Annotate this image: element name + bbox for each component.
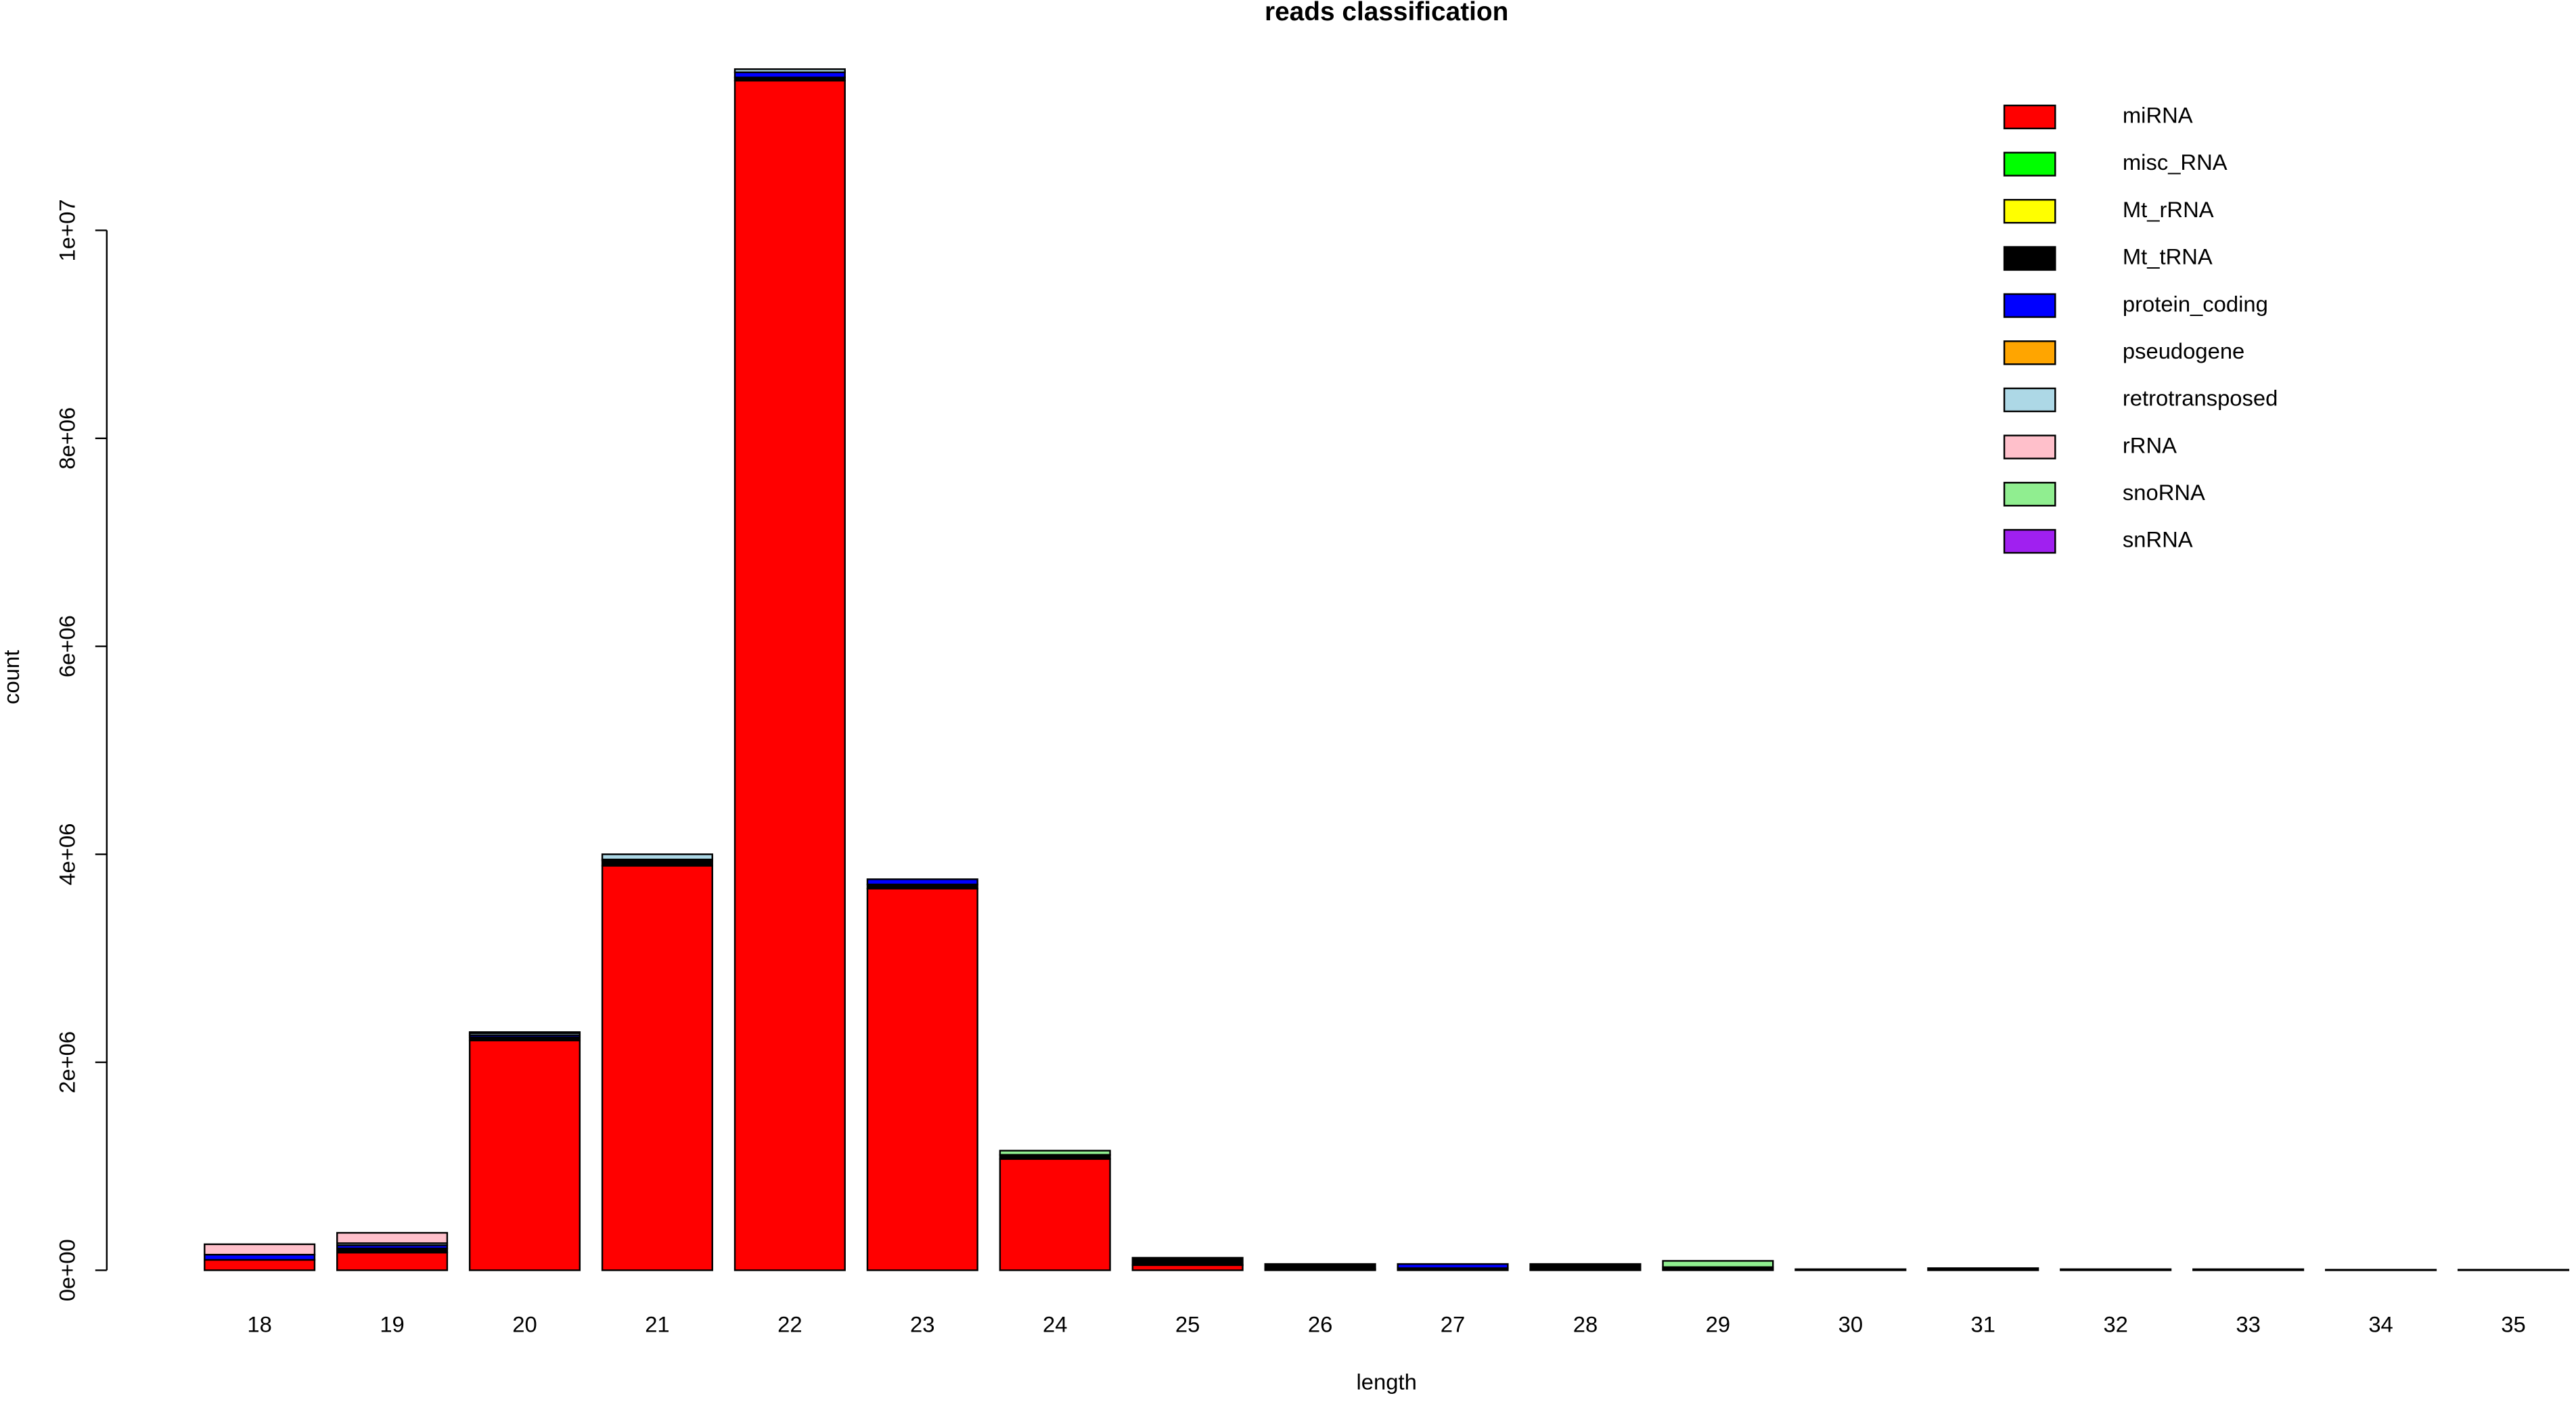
bar-segment [999, 1158, 1111, 1271]
legend-swatch [2003, 293, 2056, 318]
bar-segment [1794, 1268, 1907, 1271]
x-tick-label: 29 [1706, 1311, 1730, 1336]
bar-segment [1927, 1267, 2039, 1271]
x-tick-label: 20 [512, 1311, 537, 1336]
bar-segment [468, 1031, 581, 1035]
legend-swatch [2003, 528, 2056, 554]
legend-swatch [2003, 482, 2056, 507]
chart-title: reads classification [1265, 0, 1508, 26]
bar-segment [866, 878, 978, 886]
x-tick-label: 19 [380, 1311, 404, 1336]
legend-swatch [2003, 340, 2056, 365]
bar-segment [733, 79, 846, 1271]
bar-segment [999, 1150, 1111, 1156]
y-tick-label: 1e+07 [55, 199, 80, 261]
bar-segment [2457, 1269, 2570, 1271]
bar-segment [866, 888, 978, 1271]
legend-swatch [2003, 104, 2056, 130]
bar-segment [733, 68, 846, 74]
y-tick-label: 4e+06 [55, 823, 80, 886]
x-tick-label: 23 [910, 1311, 934, 1336]
legend-label: Mt_tRNA [2123, 244, 2213, 269]
bar-segment [336, 1251, 449, 1271]
x-tick-label: 31 [1971, 1311, 1995, 1336]
x-tick-label: 34 [2368, 1311, 2393, 1336]
legend-swatch [2003, 199, 2056, 224]
legend-label: pseudogene [2123, 338, 2244, 363]
legend-swatch [2003, 246, 2056, 271]
x-tick-label: 32 [2103, 1311, 2127, 1336]
y-axis-label: count [0, 650, 24, 704]
legend-label: snoRNA [2123, 480, 2205, 505]
bar-segment [1131, 1257, 1244, 1266]
x-tick-label: 35 [2501, 1311, 2525, 1336]
bar-segment [1264, 1263, 1376, 1270]
y-tick-label: 8e+06 [55, 407, 80, 470]
x-tick-label: 18 [247, 1311, 271, 1336]
bar-segment [2060, 1268, 2172, 1271]
x-axis-label: length [1357, 1369, 1417, 1394]
x-tick-label: 25 [1175, 1311, 1200, 1336]
x-tick-label: 27 [1441, 1311, 1465, 1336]
bar-segment [601, 853, 713, 861]
x-tick-label: 33 [2236, 1311, 2260, 1336]
x-tick-label: 26 [1308, 1311, 1332, 1336]
legend-label: snRNA [2123, 527, 2193, 552]
legend-swatch [2003, 434, 2056, 459]
x-tick-label: 28 [1573, 1311, 1598, 1336]
y-tick-label: 0e+00 [55, 1239, 80, 1301]
y-tick-label: 2e+06 [55, 1031, 80, 1093]
x-tick-label: 24 [1043, 1311, 1067, 1336]
bar-segment [468, 1039, 581, 1271]
y-tick-label: 6e+06 [55, 615, 80, 677]
legend-swatch [2003, 387, 2056, 413]
x-tick-label: 30 [1838, 1311, 1863, 1336]
bar-segment [2192, 1268, 2305, 1271]
legend-label: retrotransposed [2123, 386, 2278, 411]
legend-label: rRNA [2123, 432, 2177, 457]
legend-swatch [2003, 152, 2056, 177]
legend-label: miRNA [2123, 103, 2193, 128]
legend-label: Mt_rRNA [2123, 197, 2214, 222]
bar-segment [1397, 1263, 1509, 1269]
x-tick-label: 21 [645, 1311, 669, 1336]
legend-label: protein_coding [2123, 291, 2268, 316]
bar-segment [601, 865, 713, 1271]
x-tick-label: 22 [777, 1311, 802, 1336]
bar-segment [204, 1243, 316, 1256]
bar-segment [336, 1231, 449, 1244]
legend-label: misc_RNA [2123, 150, 2228, 175]
bar-segment [2325, 1269, 2437, 1271]
bar-segment [1662, 1260, 1774, 1268]
bar-segment [204, 1259, 316, 1271]
bar-segment [1529, 1263, 1642, 1270]
